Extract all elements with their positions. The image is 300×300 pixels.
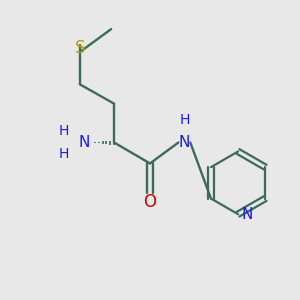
Text: H: H — [58, 124, 69, 138]
Text: N: N — [179, 135, 190, 150]
Text: O: O — [143, 193, 157, 211]
Text: N: N — [79, 135, 90, 150]
Text: N: N — [241, 207, 253, 222]
Text: S: S — [75, 40, 85, 58]
Text: H: H — [58, 148, 69, 161]
Text: H: H — [179, 113, 190, 127]
